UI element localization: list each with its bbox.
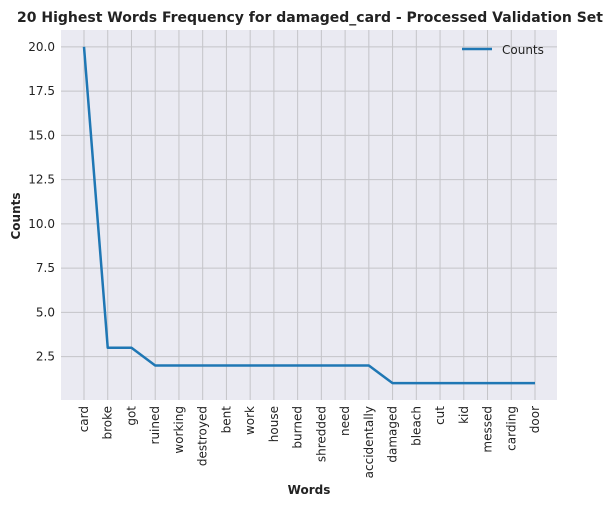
plot-area: [61, 30, 557, 400]
x-tick-label: card: [77, 406, 91, 432]
y-tick-label: 5.0: [36, 305, 55, 319]
y-axis-label: Counts: [9, 192, 23, 239]
x-tick-label: kid: [457, 406, 471, 424]
y-tick-label: 12.5: [28, 173, 55, 187]
x-axis-label: Words: [288, 483, 331, 497]
x-tick-label: bent: [219, 406, 233, 434]
x-tick-label: ruined: [148, 406, 162, 444]
x-tick-label: work: [243, 406, 257, 435]
y-tick-label: 20.0: [28, 40, 55, 54]
x-tick-label: shredded: [314, 406, 328, 462]
x-tick-label: door: [528, 406, 542, 433]
x-tick-label: house: [267, 406, 281, 442]
series-line-counts: [82, 46, 535, 385]
x-tick-label: cut: [433, 406, 447, 425]
x-axis-ticks: card broke got ruined working destroyed bent wo…: [77, 406, 542, 479]
x-tick-label: working: [172, 406, 186, 454]
x-tick-label: broke: [101, 406, 115, 440]
x-tick-label: bleach: [409, 406, 423, 446]
y-tick-label: 2.5: [36, 350, 55, 364]
x-tick-label: carding: [504, 406, 518, 451]
x-tick-label: messed: [481, 406, 495, 453]
x-tick-label: destroyed: [196, 406, 210, 466]
y-tick-label: 17.5: [28, 84, 55, 98]
chart-title: 20 Highest Words Frequency for damaged_c…: [17, 10, 603, 26]
legend-label: Counts: [502, 43, 544, 57]
y-tick-label: 10.0: [28, 217, 55, 231]
x-tick-label: got: [124, 406, 138, 426]
x-tick-label: accidentally: [362, 406, 376, 478]
x-tick-label: burned: [291, 406, 305, 449]
x-tick-label: damaged: [386, 406, 400, 463]
y-axis-ticks: 2.5 5.0 7.5 10.0 12.5 15.0 17.5 20.0: [28, 40, 55, 364]
y-tick-label: 7.5: [36, 261, 55, 275]
y-tick-label: 15.0: [28, 128, 55, 142]
grid-lines: [61, 30, 557, 400]
x-tick-label: need: [338, 406, 352, 436]
legend: Counts: [462, 43, 544, 57]
